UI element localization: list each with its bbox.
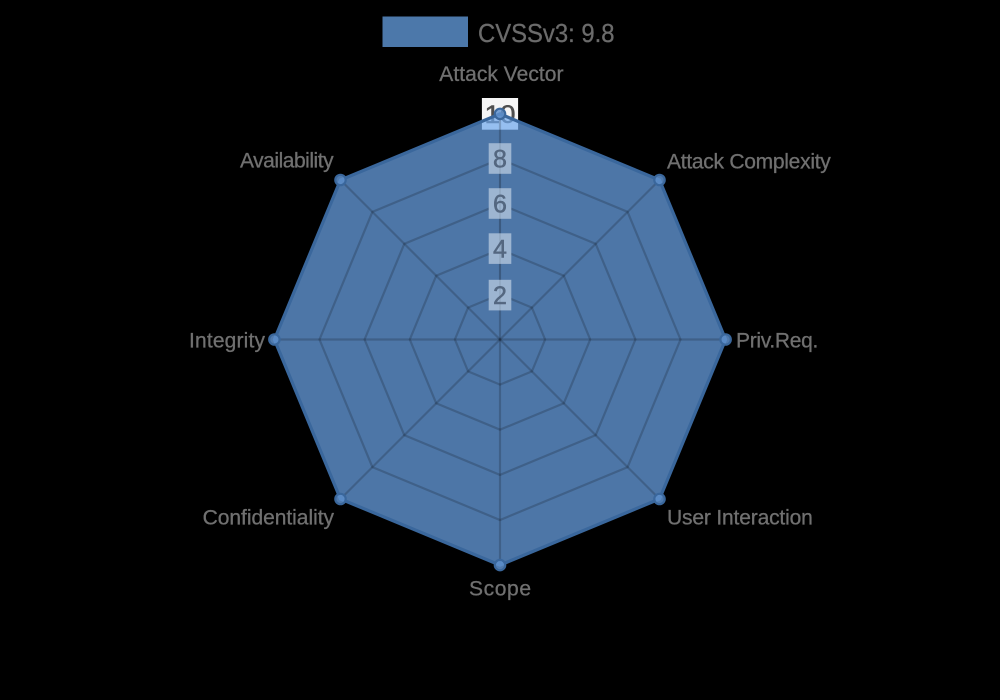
svg-text:CVSSv3: 9.8: CVSSv3: 9.8 (478, 18, 615, 48)
svg-text:Availability: Availability (240, 150, 334, 173)
svg-text:Attack Complexity: Attack Complexity (667, 150, 831, 173)
svg-text:Integrity: Integrity (189, 330, 266, 353)
svg-text:Attack Vector: Attack Vector (439, 63, 563, 86)
svg-text:Priv.Req.: Priv.Req. (736, 330, 818, 353)
svg-text:6: 6 (493, 191, 507, 219)
svg-text:Scope: Scope (469, 578, 531, 601)
svg-text:Confidentiality: Confidentiality (203, 507, 335, 530)
svg-text:User Interaction: User Interaction (667, 507, 813, 530)
svg-text:4: 4 (493, 236, 507, 264)
svg-text:8: 8 (493, 146, 507, 174)
svg-text:2: 2 (493, 282, 507, 310)
